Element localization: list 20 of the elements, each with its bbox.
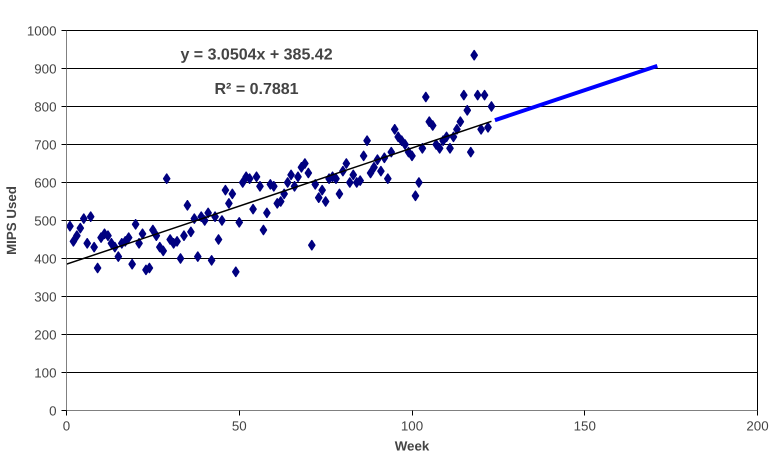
x-tick-label: 0 xyxy=(62,418,70,434)
x-tick-label: 100 xyxy=(400,418,424,434)
y-tick-label: 500 xyxy=(34,214,57,228)
y-tick-label: 800 xyxy=(34,100,57,114)
y-tick-label: 1000 xyxy=(26,24,57,38)
y-tick-label: 900 xyxy=(34,62,57,76)
y-axis-title: MIPS Used xyxy=(4,186,19,255)
x-tick-label: 200 xyxy=(746,418,769,434)
y-tick-label: 700 xyxy=(34,138,57,152)
y-tick-label: 400 xyxy=(34,252,57,266)
x-axis-title: Week xyxy=(394,438,430,454)
annotation: R² = 0.7881 xyxy=(214,80,299,98)
y-tick-label: 600 xyxy=(34,176,57,190)
y-tick-label: 0 xyxy=(49,404,57,418)
x-tick-label: 150 xyxy=(574,418,596,434)
y-tick-label: 300 xyxy=(34,290,57,304)
annotation: y = 3.0504x + 385.42 xyxy=(180,46,333,64)
y-tick-label: 200 xyxy=(34,328,57,342)
y-tick-label: 100 xyxy=(34,366,57,380)
x-tick-label: 50 xyxy=(232,418,247,434)
